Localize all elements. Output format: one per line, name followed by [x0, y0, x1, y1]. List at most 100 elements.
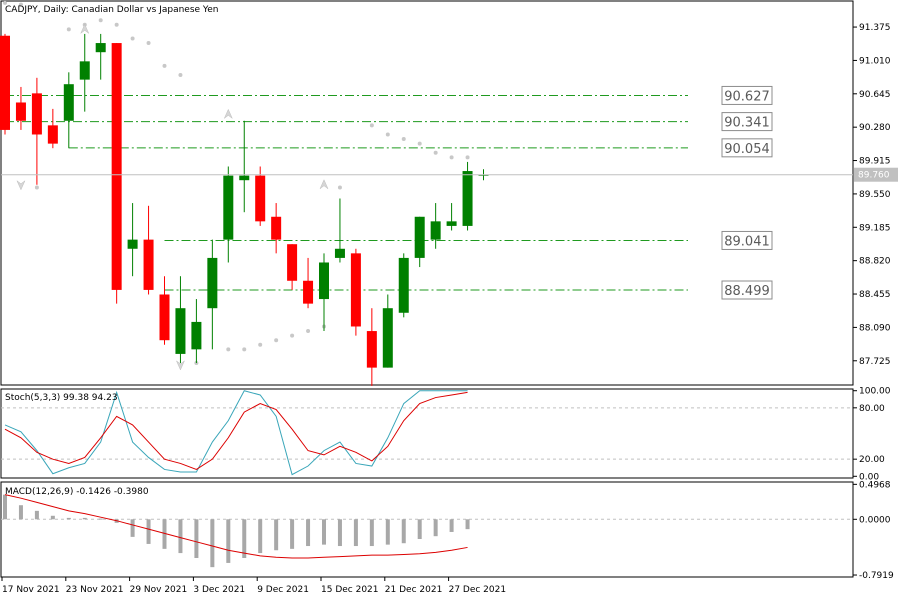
sar-dot [274, 338, 279, 343]
macd-histogram-bar [194, 519, 199, 558]
macd-histogram-bar [401, 519, 406, 544]
sar-dot [3, 0, 7, 5]
candle-body [382, 308, 393, 368]
sar-dot [306, 329, 311, 334]
candle-body [175, 308, 186, 354]
candle-body [303, 280, 314, 304]
sar-dot [146, 41, 151, 46]
sar-dot [337, 185, 342, 190]
macd-histogram-bar [242, 519, 247, 558]
macd-histogram-bar [274, 519, 279, 551]
axes: 91.375 91.010 90.645 90.280 89.915 89.550 89.1… [1, 23, 894, 595]
macd-panel-frame [0, 481, 854, 578]
price-tick-label: 90.645 [859, 90, 891, 100]
level-label: 90.341 [724, 116, 770, 131]
stochastic-indicator [1, 390, 853, 476]
level-label-box [721, 85, 773, 105]
macd-histogram-bar [290, 519, 295, 549]
candle-body [79, 61, 90, 80]
macd-histogram-bar [337, 519, 342, 547]
candle-body [31, 93, 42, 135]
date-tick-label: 21 Dec 2021 [385, 585, 443, 595]
sar-arrow [80, 23, 90, 35]
candle-body [191, 321, 202, 350]
macd-histogram-bar [18, 505, 23, 520]
candle-body [223, 175, 234, 240]
price-tick-label: 88.820 [859, 257, 891, 267]
macd-histogram-bar [417, 519, 422, 539]
candle-body [159, 294, 170, 341]
sar-dot [114, 22, 119, 27]
macd-histogram-bar [210, 519, 215, 568]
macd-histogram-bar [50, 515, 55, 520]
current-price-tag [854, 167, 898, 182]
sar-dot [449, 155, 454, 160]
candle-body [398, 257, 409, 313]
macd-histogram-bar [306, 519, 311, 547]
candle-body [111, 43, 122, 290]
macd-histogram-bar [226, 519, 231, 563]
candle-body [0, 35, 10, 130]
macd-histogram-bar [258, 519, 263, 554]
level-label: 90.054 [724, 142, 770, 157]
candle-body [127, 239, 138, 249]
macd-histogram-bar [162, 519, 167, 549]
candles [0, 33, 489, 386]
sar-dot [34, 185, 39, 190]
candle-body [15, 102, 26, 121]
macd-histogram-bar [322, 519, 326, 545]
date-tick-label: 17 Nov 2021 [2, 585, 60, 595]
date-tick-label: 9 Dec 2021 [257, 585, 309, 595]
price-tick-label: 87.725 [859, 357, 891, 367]
candle-body [350, 253, 361, 327]
sar-dot [290, 333, 295, 338]
stoch-tick-label: 20.00 [859, 455, 885, 465]
macd-title: MACD(12,26,9) -0.1426 -0.3980 [5, 487, 149, 497]
sar-dot [417, 141, 422, 146]
sar-dot [385, 132, 390, 137]
sar-arrow [319, 179, 329, 190]
candle-body [319, 262, 329, 300]
macd-histogram-bar [3, 494, 7, 520]
price-tick-label: 88.455 [859, 290, 891, 300]
sar-dot [162, 63, 167, 68]
macd-histogram-bar [353, 519, 358, 547]
macd-histogram-bar [178, 519, 183, 554]
candle-body [287, 244, 298, 281]
date-tick-label: 23 Nov 2021 [66, 585, 124, 595]
sar-dot [98, 18, 103, 23]
date-tick-label: 27 Dec 2021 [449, 585, 507, 595]
candle-body [334, 248, 345, 258]
candle-body [255, 175, 266, 222]
stoch-series-line [4, 391, 468, 470]
current-price-label: 89.760 [858, 171, 890, 181]
macd-tick-label: 0.4968 [859, 480, 891, 490]
macd-histogram-bar [66, 517, 71, 520]
level-label-box [721, 280, 773, 300]
macd-histogram-bar [449, 519, 454, 532]
date-tick-label: 15 Dec 2021 [321, 585, 379, 595]
candle-body [446, 221, 457, 226]
parabolic-sar [3, 0, 470, 371]
candle-body [366, 331, 377, 368]
candle-body [63, 84, 74, 121]
level-label-box [721, 230, 773, 250]
macd-histogram-bar [98, 518, 103, 520]
sar-dot [226, 347, 231, 352]
sar-dot [369, 123, 374, 128]
stoch-tick-label: 100.00 [859, 387, 891, 397]
macd-histogram-bar [82, 517, 87, 520]
macd-histogram-bar [465, 519, 470, 530]
macd-signal-line [4, 494, 468, 559]
price-tick-label: 91.010 [859, 56, 891, 66]
sar-arrow [223, 108, 233, 120]
sar-dot [178, 73, 183, 78]
macd-histogram-bar [369, 519, 374, 547]
candle-body [271, 216, 282, 240]
main-title: CADJPY, Daily: Canadian Dollar vs Japane… [5, 5, 218, 15]
candle-body [47, 125, 58, 144]
price-tick-label: 89.915 [859, 157, 891, 167]
level-lines: 90.627 90.341 90.054 89.041 88.499 [5, 85, 773, 300]
stoch-panel-frame [0, 388, 854, 479]
